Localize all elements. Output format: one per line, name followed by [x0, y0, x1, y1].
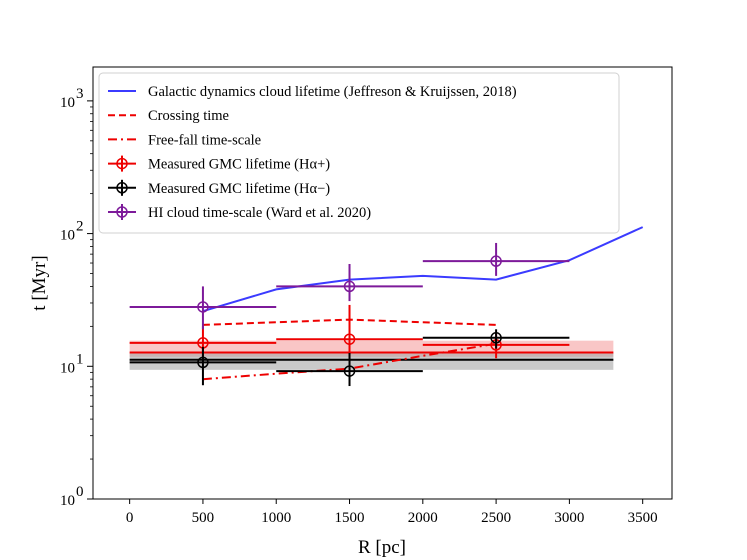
range-band-1 — [129, 352, 614, 370]
y-tick-exponent-3: 3 — [76, 86, 84, 102]
errorbar-point-1-1 — [276, 352, 423, 387]
legend-label: Measured GMC lifetime (Hα−) — [148, 181, 330, 197]
legend-swatch-marker — [116, 206, 128, 218]
x-tick-label-7: 3500 — [628, 510, 658, 526]
y-tick-exponent-1: 1 — [76, 351, 84, 367]
y-tick-exponent-2: 2 — [76, 219, 84, 235]
legend-entry-4: Measured GMC lifetime (Hα−) — [108, 179, 330, 197]
errorbar-layer — [129, 242, 570, 387]
legend-box — [98, 72, 620, 234]
errorbar-point-0-1 — [276, 304, 423, 360]
legend-entry-3: Measured GMC lifetime (Hα+) — [108, 155, 330, 173]
errorbar-marker — [197, 356, 209, 369]
x-axis-label: R [pc] — [358, 537, 406, 558]
errorbar-point-1-2 — [422, 329, 570, 349]
y-tick-label-3: 10 — [60, 95, 75, 111]
series-line-0 — [202, 226, 644, 313]
errorbar-marker — [343, 280, 356, 293]
errorbar-point-2-0 — [129, 286, 277, 330]
y-tick-label-0: 10 — [60, 493, 75, 509]
errorbar-point-1-0 — [129, 346, 277, 386]
legend-swatch-marker — [116, 182, 128, 194]
y-tick-label-2: 10 — [60, 228, 75, 244]
legend-entry-5: HI cloud time-scale (Ward et al. 2020) — [108, 204, 371, 221]
y-axis-label: t [Myr] — [29, 255, 50, 310]
legend-entry-2: Free-fall time-scale — [108, 132, 261, 148]
legend: Galactic dynamics cloud lifetime (Jeffre… — [98, 72, 620, 234]
y-tick-exponent-0: 0 — [76, 484, 84, 500]
errorbar-marker — [490, 332, 502, 344]
legend-entry-1: Crossing time — [108, 108, 229, 124]
legend-entry-0: Galactic dynamics cloud lifetime (Jeffre… — [108, 84, 517, 100]
x-tick-label-1: 500 — [192, 510, 215, 526]
legend-label: Free-fall time-scale — [148, 132, 261, 148]
y-tick-label-1: 10 — [60, 360, 75, 376]
x-tick-label-2: 1000 — [261, 510, 291, 526]
x-tick-label-3: 1500 — [335, 510, 365, 526]
errorbar-marker — [343, 365, 356, 377]
plot-frame — [92, 66, 673, 500]
legend-label: Crossing time — [148, 108, 229, 124]
x-tick-label-4: 2000 — [408, 510, 438, 526]
errorbar-marker — [343, 333, 356, 345]
x-tick-label-6: 3000 — [554, 510, 584, 526]
legend-label: HI cloud time-scale (Ward et al. 2020) — [148, 205, 371, 221]
legend-swatch-marker — [116, 157, 128, 170]
x-tick-label-5: 2500 — [481, 510, 511, 526]
errorbar-marker — [197, 301, 209, 313]
errorbar-marker — [490, 255, 502, 267]
legend-label: Measured GMC lifetime (Hα+) — [148, 157, 330, 173]
mean-lines-layer — [129, 351, 614, 361]
errorbar-point-2-1 — [276, 263, 423, 302]
legend-label: Galactic dynamics cloud lifetime (Jeffre… — [148, 84, 517, 100]
x-tick-label-0: 0 — [126, 510, 134, 526]
errorbar-point-2-2 — [422, 242, 570, 276]
